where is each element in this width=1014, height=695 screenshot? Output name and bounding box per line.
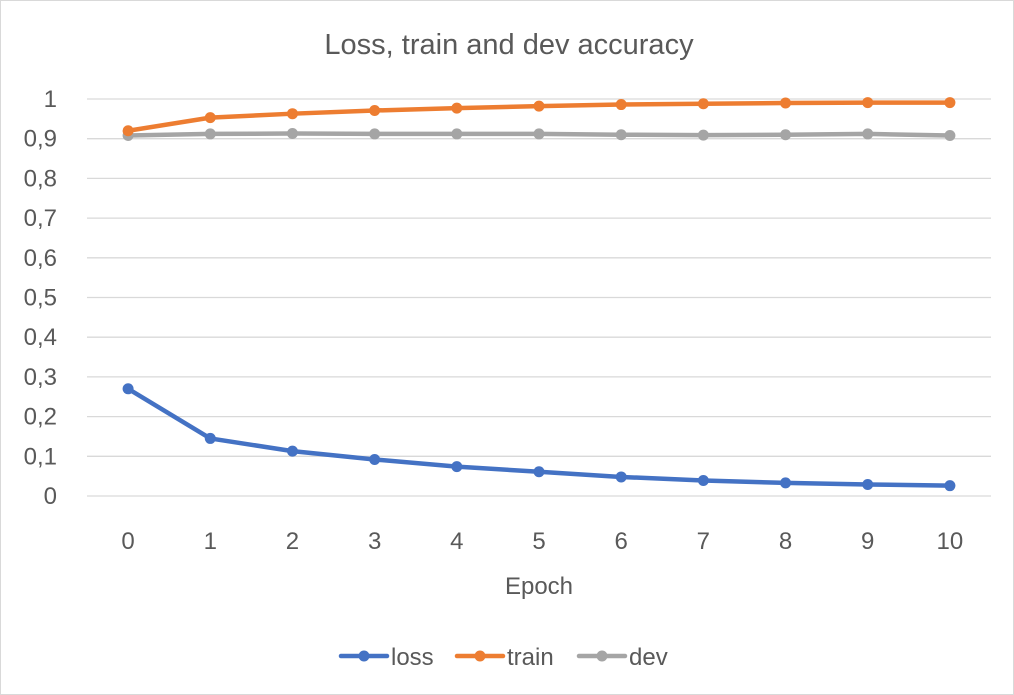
y-tick-label: 0,1 xyxy=(24,443,57,470)
data-point-loss xyxy=(451,461,463,473)
legend-item-loss: loss xyxy=(338,644,434,671)
x-axis-tick-labels: 0 1 2 3 4 5 6 7 8 9 10 xyxy=(121,528,963,555)
y-axis-tick-labels: 0 0,1 0,2 0,3 0,4 0,5 0,6 0,7 0,8 0,9 1 xyxy=(24,86,57,510)
data-point-train xyxy=(204,112,216,124)
x-tick-label: 8 xyxy=(779,528,792,555)
legend-label: loss xyxy=(391,644,434,671)
x-tick-label: 3 xyxy=(368,528,381,555)
x-tick-label: 2 xyxy=(286,528,299,555)
series-train xyxy=(122,97,956,137)
series-loss xyxy=(122,383,956,492)
legend-label: train xyxy=(507,644,554,671)
y-tick-label: 0,4 xyxy=(24,324,57,351)
data-point-loss xyxy=(204,432,216,444)
data-point-train xyxy=(533,100,545,112)
data-point-dev xyxy=(533,128,545,140)
data-point-loss xyxy=(862,478,874,490)
data-point-train xyxy=(122,125,134,137)
x-tick-label: 0 xyxy=(121,528,134,555)
y-tick-label: 0,6 xyxy=(24,245,57,272)
x-tick-label: 4 xyxy=(450,528,463,555)
legend-item-dev: dev xyxy=(576,644,668,671)
data-point-loss xyxy=(780,477,792,489)
legend-label: dev xyxy=(629,644,668,671)
data-point-dev xyxy=(615,129,627,141)
x-tick-label: 9 xyxy=(861,528,874,555)
x-tick-label: 7 xyxy=(697,528,710,555)
x-tick-label: 5 xyxy=(532,528,545,555)
data-point-train xyxy=(862,97,874,109)
data-point-train xyxy=(780,97,792,109)
data-point-dev xyxy=(944,130,956,142)
data-point-dev xyxy=(451,128,463,140)
data-point-dev xyxy=(369,128,381,140)
y-tick-label: 0,3 xyxy=(24,364,57,391)
data-point-loss xyxy=(697,475,709,487)
data-point-dev xyxy=(286,128,298,140)
data-point-loss xyxy=(369,453,381,465)
data-point-dev xyxy=(780,129,792,141)
data-point-dev xyxy=(204,128,216,140)
data-point-train xyxy=(944,97,956,109)
data-point-train xyxy=(451,102,463,114)
gridlines xyxy=(87,98,991,497)
data-point-loss xyxy=(533,466,545,478)
data-point-loss xyxy=(286,445,298,457)
x-tick-label: 1 xyxy=(204,528,217,555)
data-point-train xyxy=(286,108,298,120)
y-tick-label: 0,7 xyxy=(24,205,57,232)
x-axis-title: Epoch xyxy=(505,573,573,600)
y-tick-label: 0,8 xyxy=(24,165,57,192)
data-point-train xyxy=(697,98,709,110)
data-point-loss xyxy=(615,471,627,483)
legend: loss train dev xyxy=(338,644,668,671)
y-tick-label: 0 xyxy=(44,483,57,510)
y-tick-label: 0,9 xyxy=(24,126,57,153)
data-point-train xyxy=(615,99,627,111)
legend-swatch-marker xyxy=(358,650,370,662)
x-tick-label: 10 xyxy=(937,528,964,555)
chart-title: Loss, train and dev accuracy xyxy=(324,29,694,61)
x-tick-label: 6 xyxy=(615,528,628,555)
legend-swatch-marker xyxy=(596,650,608,662)
data-point-dev xyxy=(697,129,709,141)
y-tick-label: 0,2 xyxy=(24,404,57,431)
data-point-dev xyxy=(862,128,874,140)
legend-swatch-marker xyxy=(474,650,486,662)
data-point-loss xyxy=(122,383,134,395)
series-lines xyxy=(122,97,956,492)
y-tick-label: 0,5 xyxy=(24,285,57,312)
legend-item-train: train xyxy=(454,644,554,671)
data-point-train xyxy=(369,105,381,117)
y-tick-label: 1 xyxy=(44,86,57,113)
data-point-loss xyxy=(944,480,956,492)
